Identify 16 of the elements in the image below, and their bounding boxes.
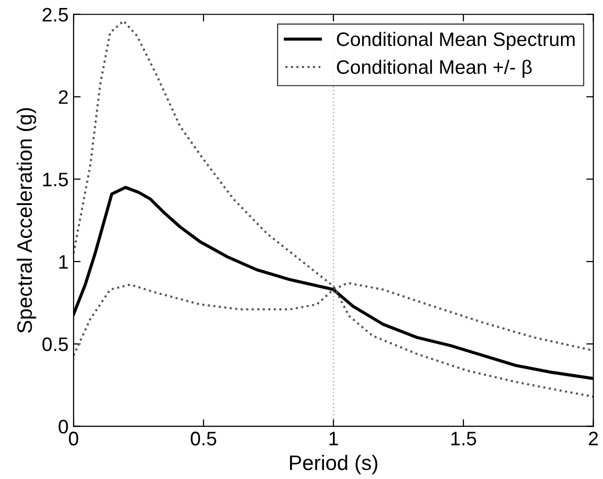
x-tick-label: 0: [68, 432, 78, 446]
y-tick-label: 2: [58, 90, 68, 104]
y-tick-label: 1: [59, 255, 68, 269]
x-axis-title: Period (s): [290, 454, 378, 474]
y-tick-label: 1.5: [43, 172, 68, 186]
x-tick-label: 1: [330, 432, 338, 446]
x-tick-label: 2: [588, 432, 598, 446]
line-series: [74, 20, 594, 398]
y-axis-title: Spectral Acceleration (g): [16, 108, 36, 333]
y-tick-label: 0: [58, 420, 68, 434]
x-tick-label: 1.5: [451, 432, 476, 446]
legend-label: Conditional Mean Spectrum: [336, 32, 575, 50]
y-tick-label: 2.5: [42, 8, 68, 22]
x-tick-label: 0.5: [190, 432, 216, 446]
y-tick-label: 0.5: [42, 337, 68, 352]
legend-label: Conditional Mean +/- β: [336, 60, 532, 78]
